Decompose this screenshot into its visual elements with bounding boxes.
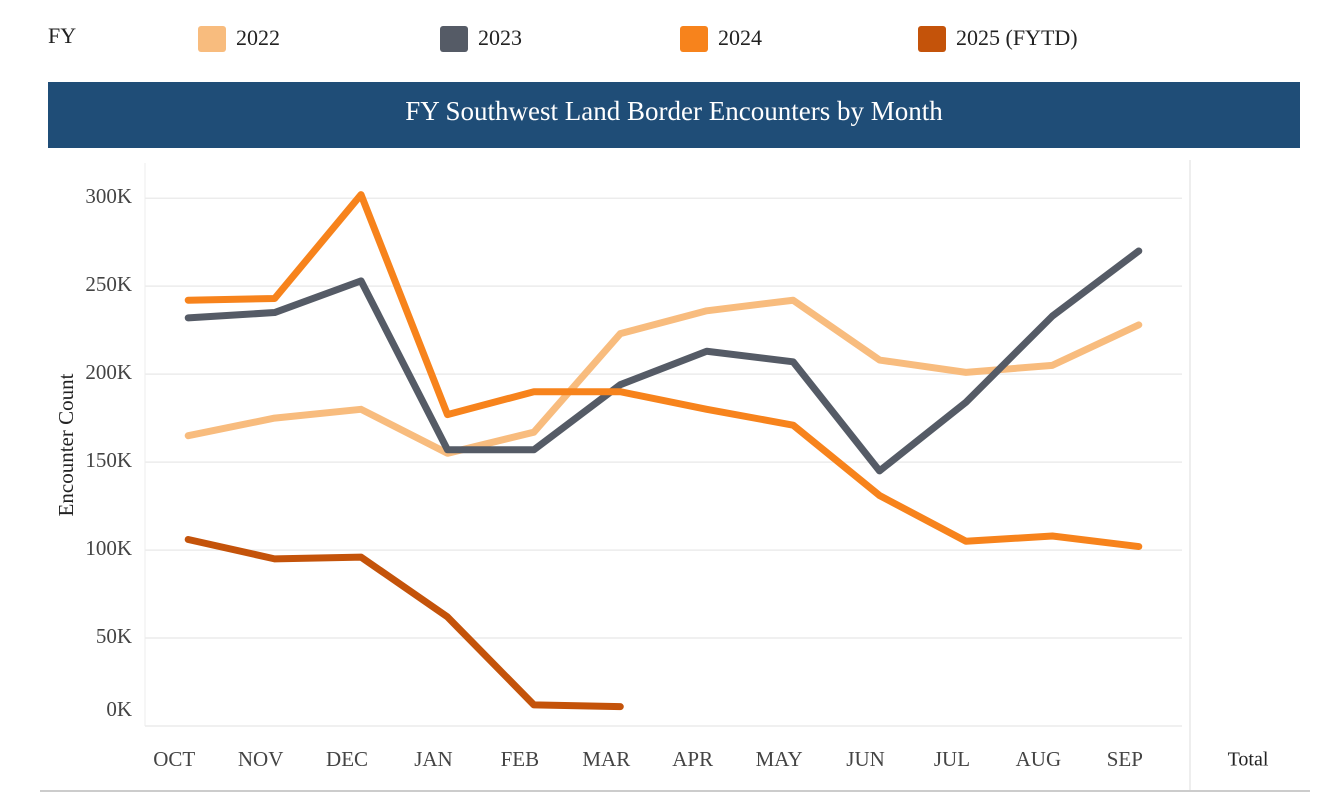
x-tick-label: SEP (1107, 747, 1143, 771)
total-header: Total (1228, 749, 1269, 771)
series-line (184, 296, 1143, 457)
x-tick-label: DEC (326, 747, 368, 771)
y-tick-label: 200K (85, 360, 132, 384)
title-bar (48, 82, 1300, 148)
legend-title: FY (48, 23, 76, 48)
chart-title: FY Southwest Land Border Encounters by M… (405, 96, 943, 126)
y-tick-label: 0K (106, 697, 132, 721)
series-line (184, 536, 624, 711)
x-tick-label: MAY (756, 747, 803, 771)
y-tick-label: 150K (85, 448, 132, 472)
legend-swatch (918, 26, 946, 52)
x-tick-label: APR (672, 747, 713, 771)
x-tick-label: AUG (1016, 747, 1062, 771)
x-tick-label: JAN (414, 747, 453, 771)
y-tick-label: 100K (85, 536, 132, 560)
x-tick-label: NOV (238, 747, 284, 771)
legend-label: 2024 (718, 25, 762, 50)
x-tick-label: JUN (846, 747, 885, 771)
legend-label: 2025 (FYTD) (956, 25, 1078, 50)
y-axis-label: Encounter Count (54, 373, 78, 516)
series-line (184, 191, 1143, 551)
y-tick-label: 250K (85, 272, 132, 296)
x-tick-label: OCT (153, 747, 195, 771)
legend-label: 2023 (478, 25, 522, 50)
legend-swatch (440, 26, 468, 52)
series-line (184, 247, 1143, 475)
y-tick-label: 300K (85, 184, 132, 208)
x-tick-label: JUL (934, 747, 970, 771)
legend-swatch (680, 26, 708, 52)
y-tick-label: 50K (96, 624, 132, 648)
legend-label: 2022 (236, 25, 280, 50)
x-tick-label: FEB (501, 747, 540, 771)
legend-swatch (198, 26, 226, 52)
x-tick-label: MAR (582, 747, 630, 771)
